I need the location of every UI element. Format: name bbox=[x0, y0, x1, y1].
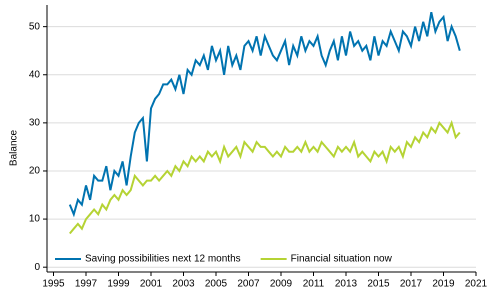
x-tick-label: 2009 bbox=[270, 279, 293, 290]
y-tick-label: 40 bbox=[29, 69, 41, 80]
x-tick-label: 2011 bbox=[303, 279, 325, 290]
line-series bbox=[69, 119, 461, 235]
y-tick-label: 0 bbox=[34, 262, 40, 273]
x-tick-label: 2001 bbox=[140, 279, 163, 290]
x-tick-label: 2017 bbox=[400, 279, 423, 290]
legend-label: Financial situation now bbox=[291, 254, 393, 265]
x-tick-label: 2021 bbox=[465, 279, 488, 290]
line-series bbox=[68, 11, 461, 218]
y-tick-label: 10 bbox=[29, 214, 41, 225]
x-tick-label: 2003 bbox=[172, 279, 195, 290]
y-tick-label: 20 bbox=[29, 166, 41, 177]
x-tick-label: 2007 bbox=[237, 279, 260, 290]
x-tick-label: 2013 bbox=[335, 279, 358, 290]
x-tick-label: 1997 bbox=[75, 279, 98, 290]
y-tick-label: 30 bbox=[29, 118, 41, 129]
x-tick-label: 2015 bbox=[367, 279, 390, 290]
x-tick-label: 2005 bbox=[205, 279, 228, 290]
x-tick-label: 1999 bbox=[107, 279, 130, 290]
legend-label: Saving possibilities next 12 months bbox=[85, 254, 241, 265]
x-tick-label: 1995 bbox=[42, 279, 65, 290]
y-axis-label: Balance bbox=[9, 129, 20, 166]
y-tick-label: 50 bbox=[29, 21, 41, 32]
x-tick-label: 2019 bbox=[432, 279, 455, 290]
